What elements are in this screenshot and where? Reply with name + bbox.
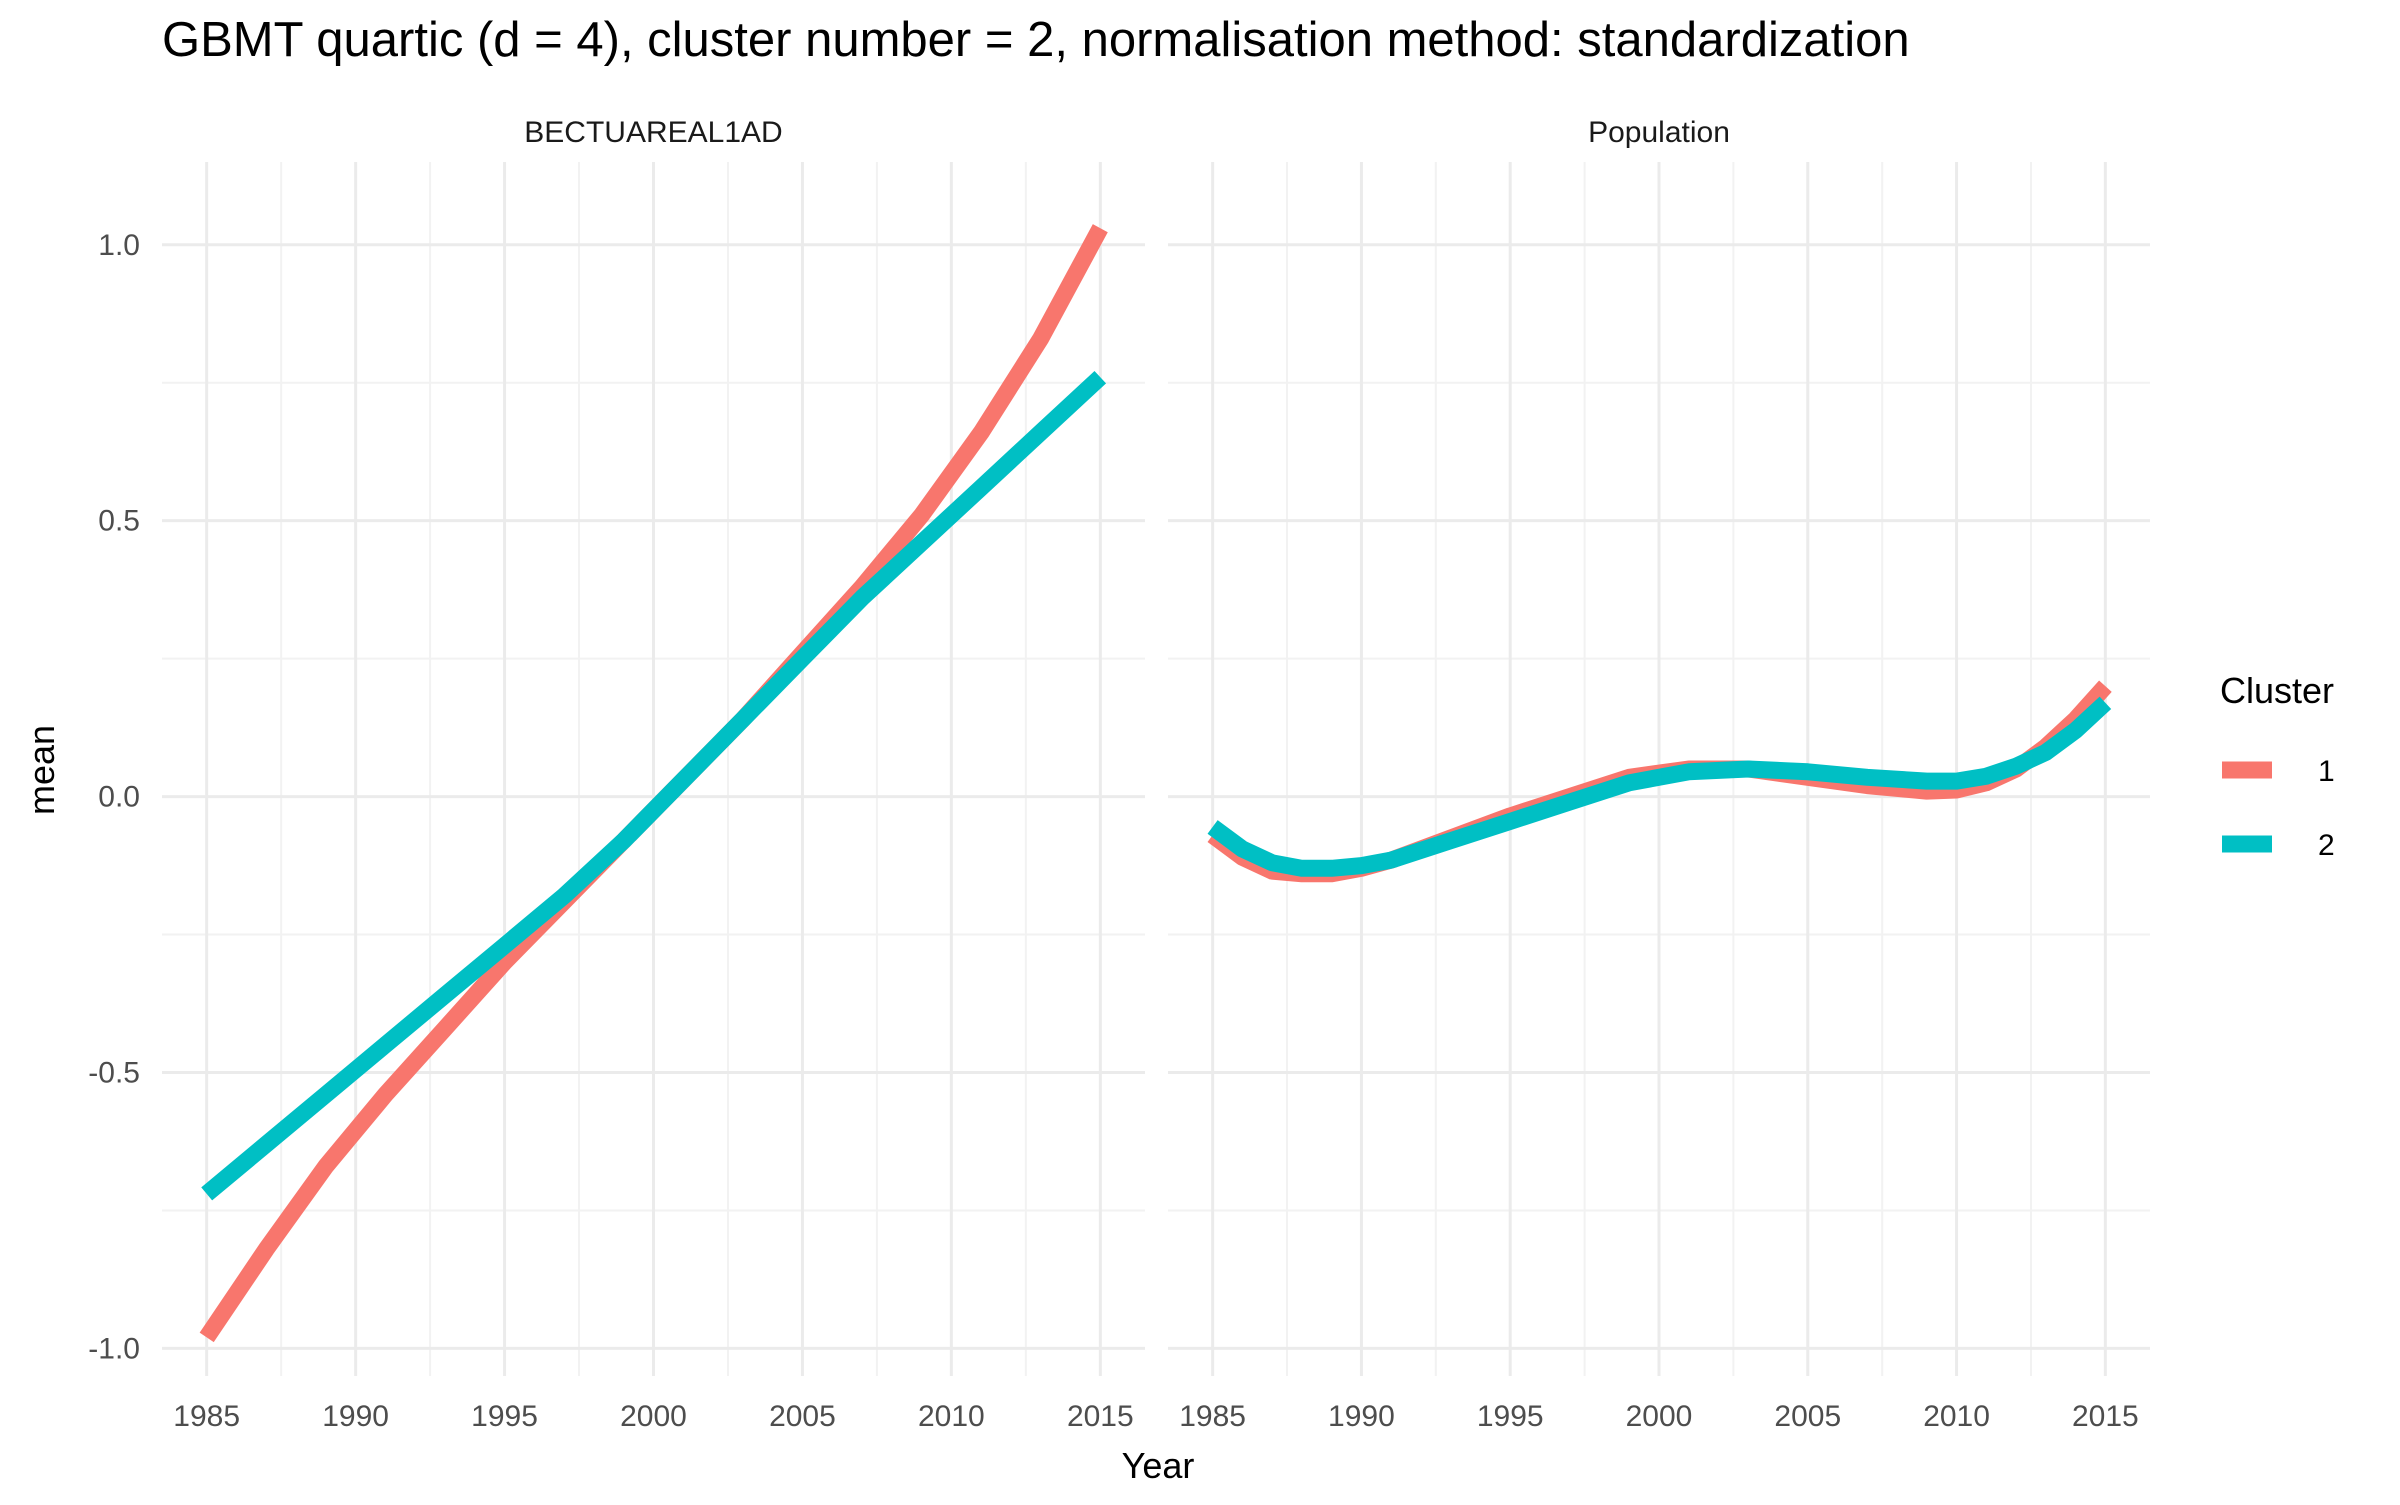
x-tick-label: 2010 [918, 1400, 985, 1433]
y-tick-label: 0.0 [98, 781, 140, 814]
x-tick-label: 2000 [620, 1400, 687, 1433]
x-tick-label: 2005 [769, 1400, 836, 1433]
x-tick-label: 1995 [471, 1400, 538, 1433]
y-tick-label: 1.0 [98, 229, 140, 262]
legend: Cluster 1 2 [2220, 670, 2335, 862]
x-tick-label: 1990 [322, 1400, 389, 1433]
x-tick-label: 2005 [1774, 1400, 1841, 1433]
x-tick-label: 1985 [173, 1400, 240, 1433]
legend-label-2: 2 [2318, 829, 2335, 862]
panel-2: Population 1985 1990 1995 2000 2005 2010 2015 [1168, 116, 2150, 1433]
x-tick-label: 1995 [1477, 1400, 1544, 1433]
x-tick-label: 1985 [1179, 1400, 1246, 1433]
y-tick-label: 0.5 [98, 505, 140, 538]
chart-title: GBMT quartic (d = 4), cluster number = 2… [162, 13, 1910, 67]
series-line-cluster-2 [201, 370, 1107, 1201]
panel-1: BECTUAREAL1AD 1985 1990 1995 2000 2005 2010 201… [88, 116, 1145, 1433]
y-axis-label: mean [21, 725, 62, 815]
legend-title: Cluster [2220, 670, 2334, 711]
x-tick-label: 2015 [2072, 1400, 2139, 1433]
panels-layer: BECTUAREAL1AD 1985 1990 1995 2000 2005 2010 201… [88, 116, 2150, 1433]
x-tick-label: 2000 [1626, 1400, 1693, 1433]
x-tick-label: 2015 [1067, 1400, 1134, 1433]
x-axis-label: Year [1122, 1445, 1195, 1486]
y-tick-label: -1.0 [88, 1332, 140, 1365]
panel-title: Population [1588, 116, 1730, 149]
series-line-cluster-2 [1207, 696, 2112, 877]
legend-label-1: 1 [2318, 755, 2335, 788]
x-tick-label: 2010 [1923, 1400, 1990, 1433]
x-tick-label: 1990 [1328, 1400, 1395, 1433]
panel-title: BECTUAREAL1AD [524, 116, 782, 149]
y-tick-label: -0.5 [88, 1057, 140, 1090]
